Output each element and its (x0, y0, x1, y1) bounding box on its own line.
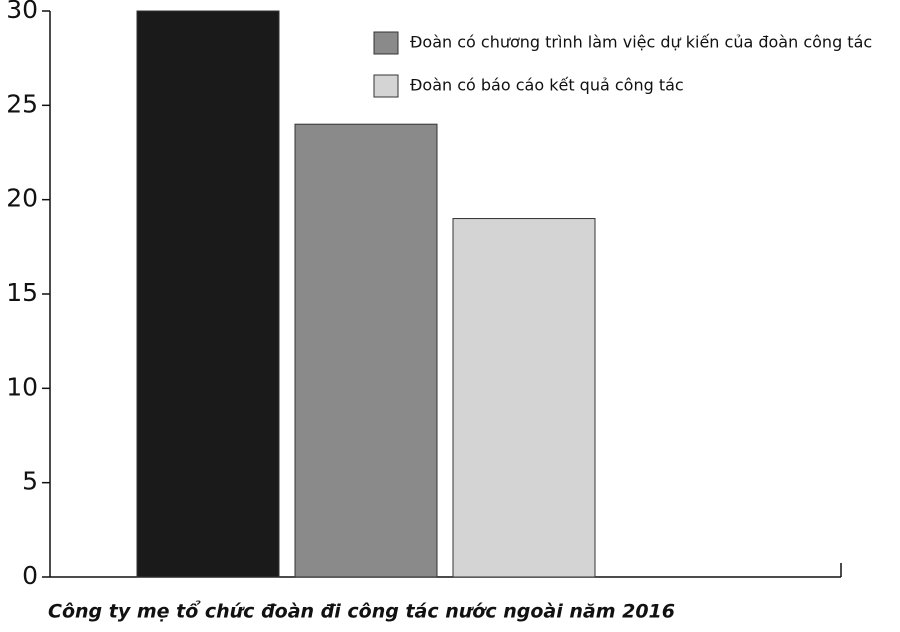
y-tick-label: 30 (6, 0, 38, 24)
legend-swatch (373, 74, 399, 98)
bar (452, 218, 596, 578)
y-tick-label: 5 (22, 467, 38, 496)
y-tick-label: 20 (6, 184, 38, 213)
y-tick-label: 25 (6, 89, 38, 118)
legend-swatch (373, 31, 399, 55)
y-tick-label: 15 (6, 278, 38, 307)
category-label: Công ty mẹ tổ chức đoàn đi công tác nước… (48, 600, 675, 623)
bar (294, 123, 438, 578)
y-tick-label: 0 (22, 561, 38, 590)
legend-label: Đoàn có chương trình làm việc dự kiến củ… (410, 33, 872, 52)
y-tick-label: 10 (6, 372, 38, 401)
bar (136, 10, 280, 578)
legend-label: Đoàn có báo cáo kết quả công tác (410, 76, 684, 95)
